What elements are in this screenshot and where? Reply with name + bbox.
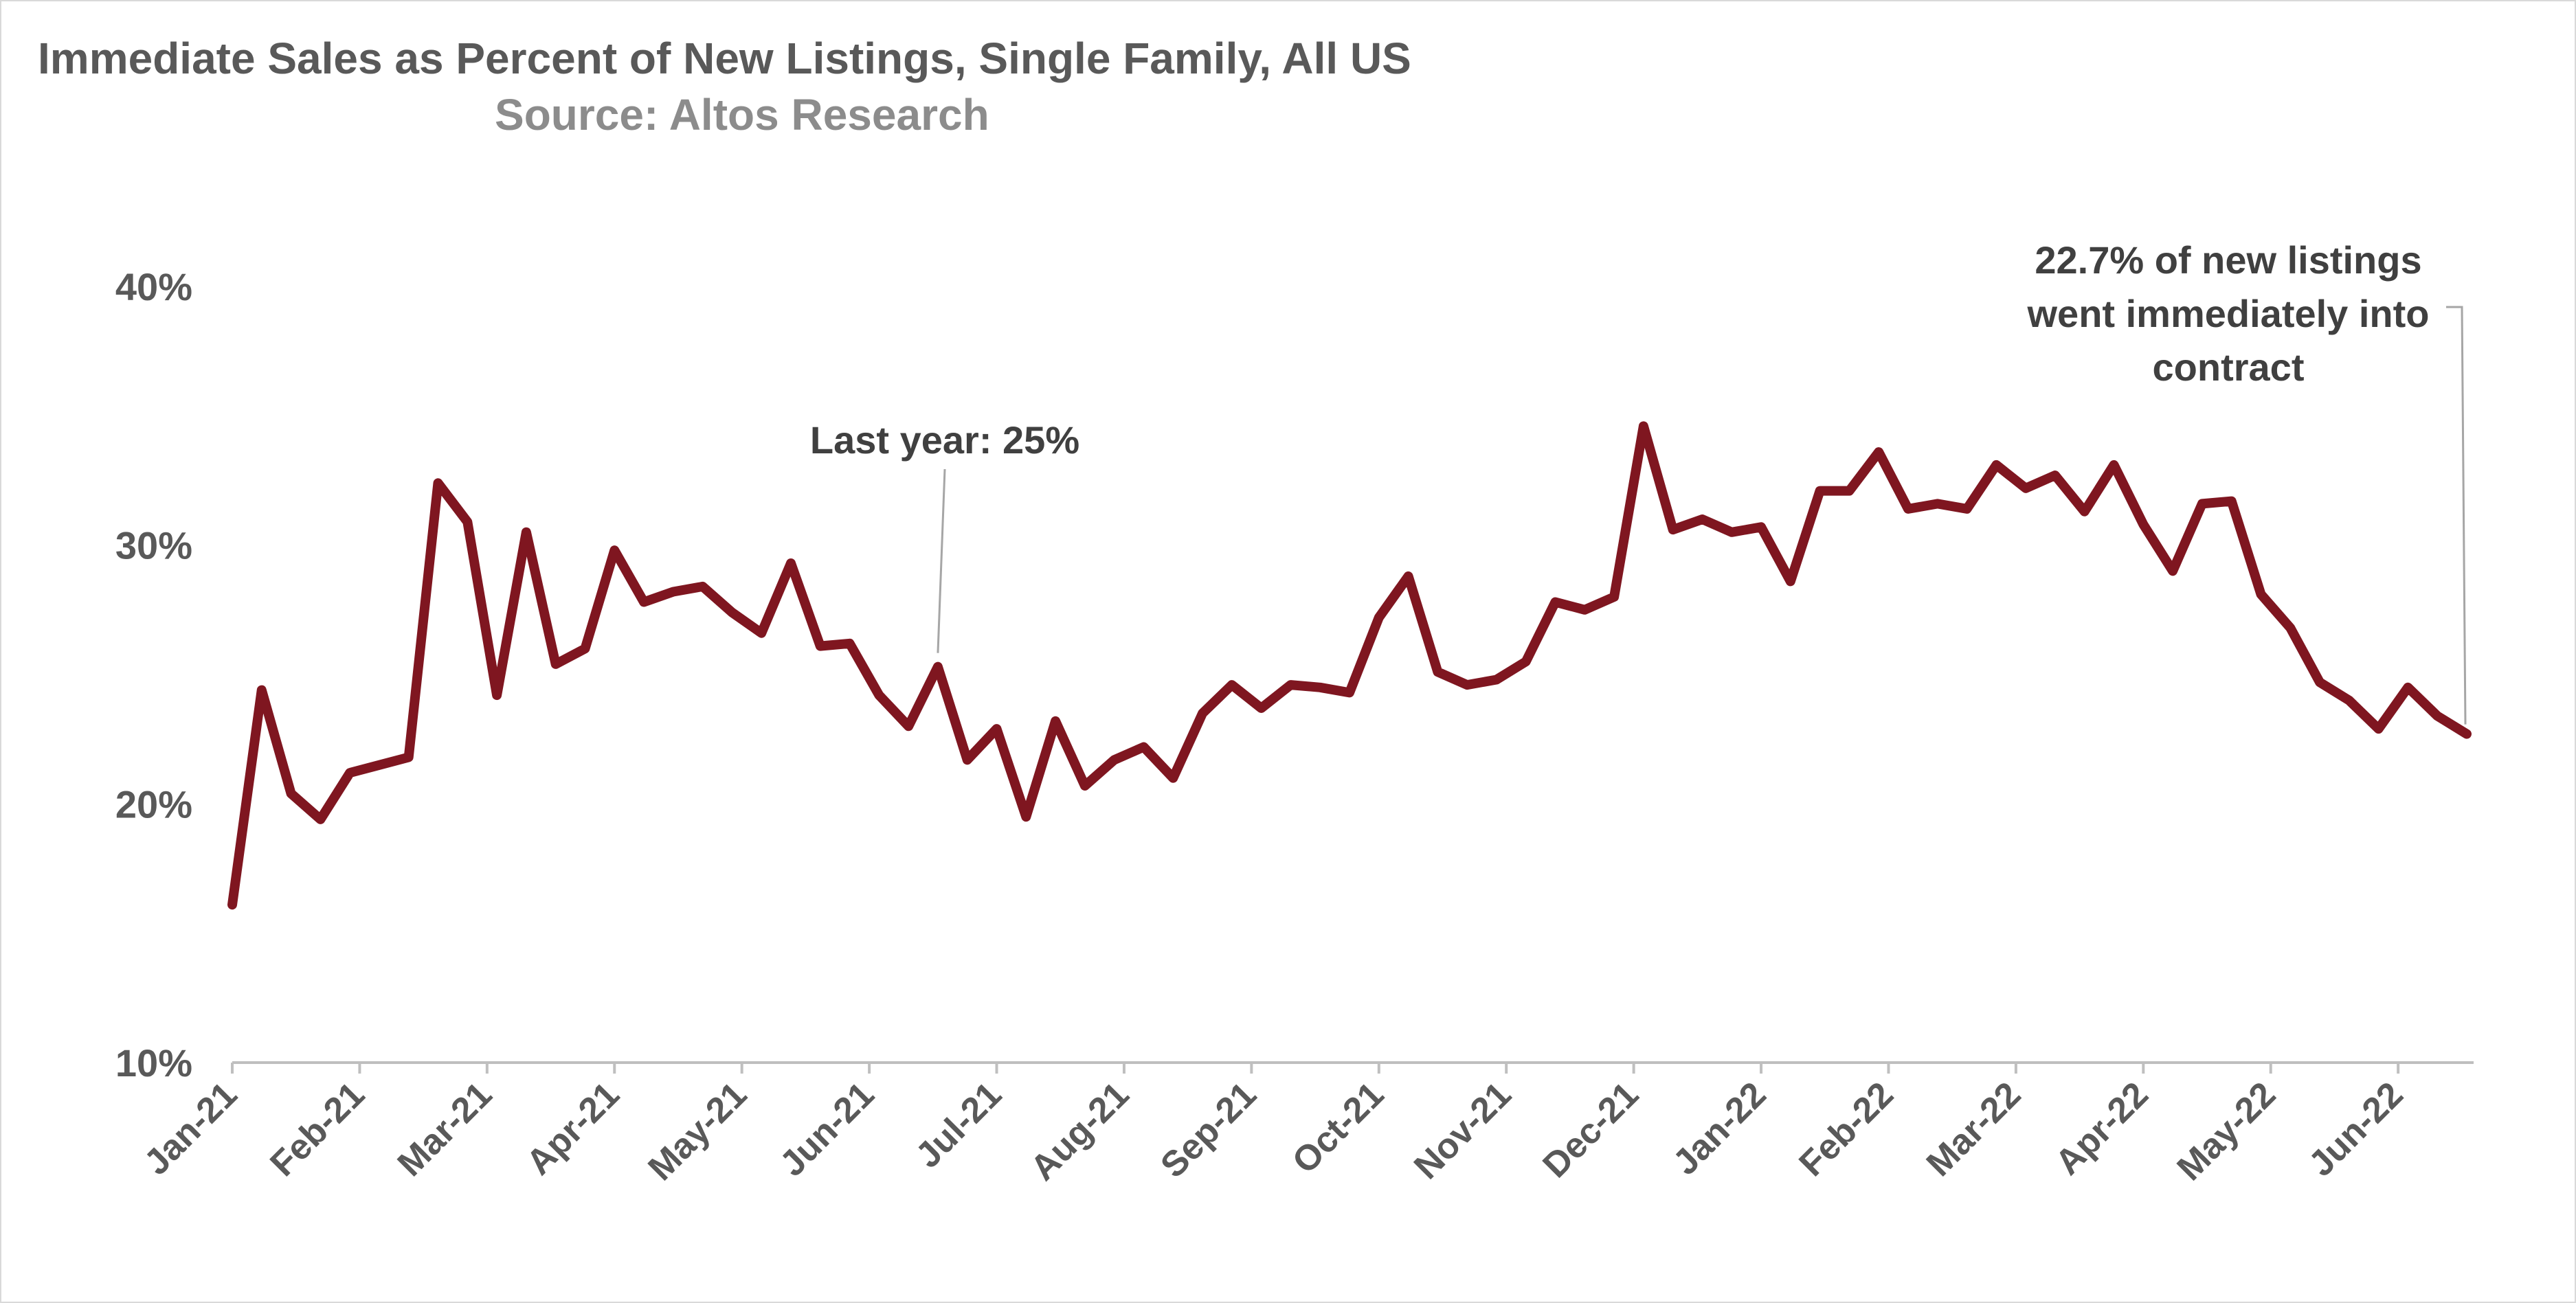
x-tick-label: Jun-22 xyxy=(2301,1074,2411,1184)
x-tick-label: Jun-21 xyxy=(772,1074,882,1184)
x-tick-label: Mar-21 xyxy=(390,1074,500,1184)
x-tick-label: Apr-21 xyxy=(519,1074,627,1182)
x-tick-label: Feb-21 xyxy=(262,1074,372,1184)
x-tick-label: Sep-21 xyxy=(1153,1074,1264,1186)
x-tick-label: Jan-21 xyxy=(137,1074,245,1183)
x-tick-label: Oct-21 xyxy=(1285,1074,1391,1181)
x-tick-label: Mar-22 xyxy=(1919,1074,2029,1184)
x-tick-label: Nov-21 xyxy=(1407,1074,1519,1187)
y-tick-label: 40% xyxy=(115,265,192,308)
x-tick-label: Dec-21 xyxy=(1535,1074,1646,1186)
y-tick-label: 10% xyxy=(115,1041,192,1085)
x-tick-label: Feb-22 xyxy=(1791,1074,1901,1184)
annotation-current-line: contract xyxy=(2153,345,2305,389)
chart-subtitle: Source: Altos Research xyxy=(495,90,989,139)
x-tick-label: Jul-21 xyxy=(908,1074,1009,1175)
plot-area xyxy=(227,421,2472,910)
annotation-last-year: Last year: 25% xyxy=(810,418,1079,462)
series-line xyxy=(227,421,2472,910)
x-tick-label: Aug-21 xyxy=(1023,1074,1137,1188)
annotation-current-line: 22.7% of new listings xyxy=(2035,238,2421,282)
chart-title: Immediate Sales as Percent of New Listin… xyxy=(38,34,1411,83)
x-tick-label: May-21 xyxy=(640,1074,754,1188)
x-tick-label: Apr-22 xyxy=(2048,1074,2155,1182)
y-tick-label: 30% xyxy=(115,524,192,567)
x-tick-label: Jan-22 xyxy=(1666,1074,1774,1183)
annotation-current-line: went immediately into xyxy=(2027,292,2430,335)
annotations: Last year: 25% 22.7% of new listings went … xyxy=(810,238,2467,725)
annotation-leader-line xyxy=(2446,306,2467,725)
y-tick-label: 20% xyxy=(115,782,192,826)
axes: 10%20%30%40%Jan-21 Feb-21 Mar-21 Apr-21 May-… xyxy=(115,265,2474,1188)
annotation-leader-line xyxy=(937,468,946,653)
x-tick-label: May-22 xyxy=(2170,1074,2284,1188)
